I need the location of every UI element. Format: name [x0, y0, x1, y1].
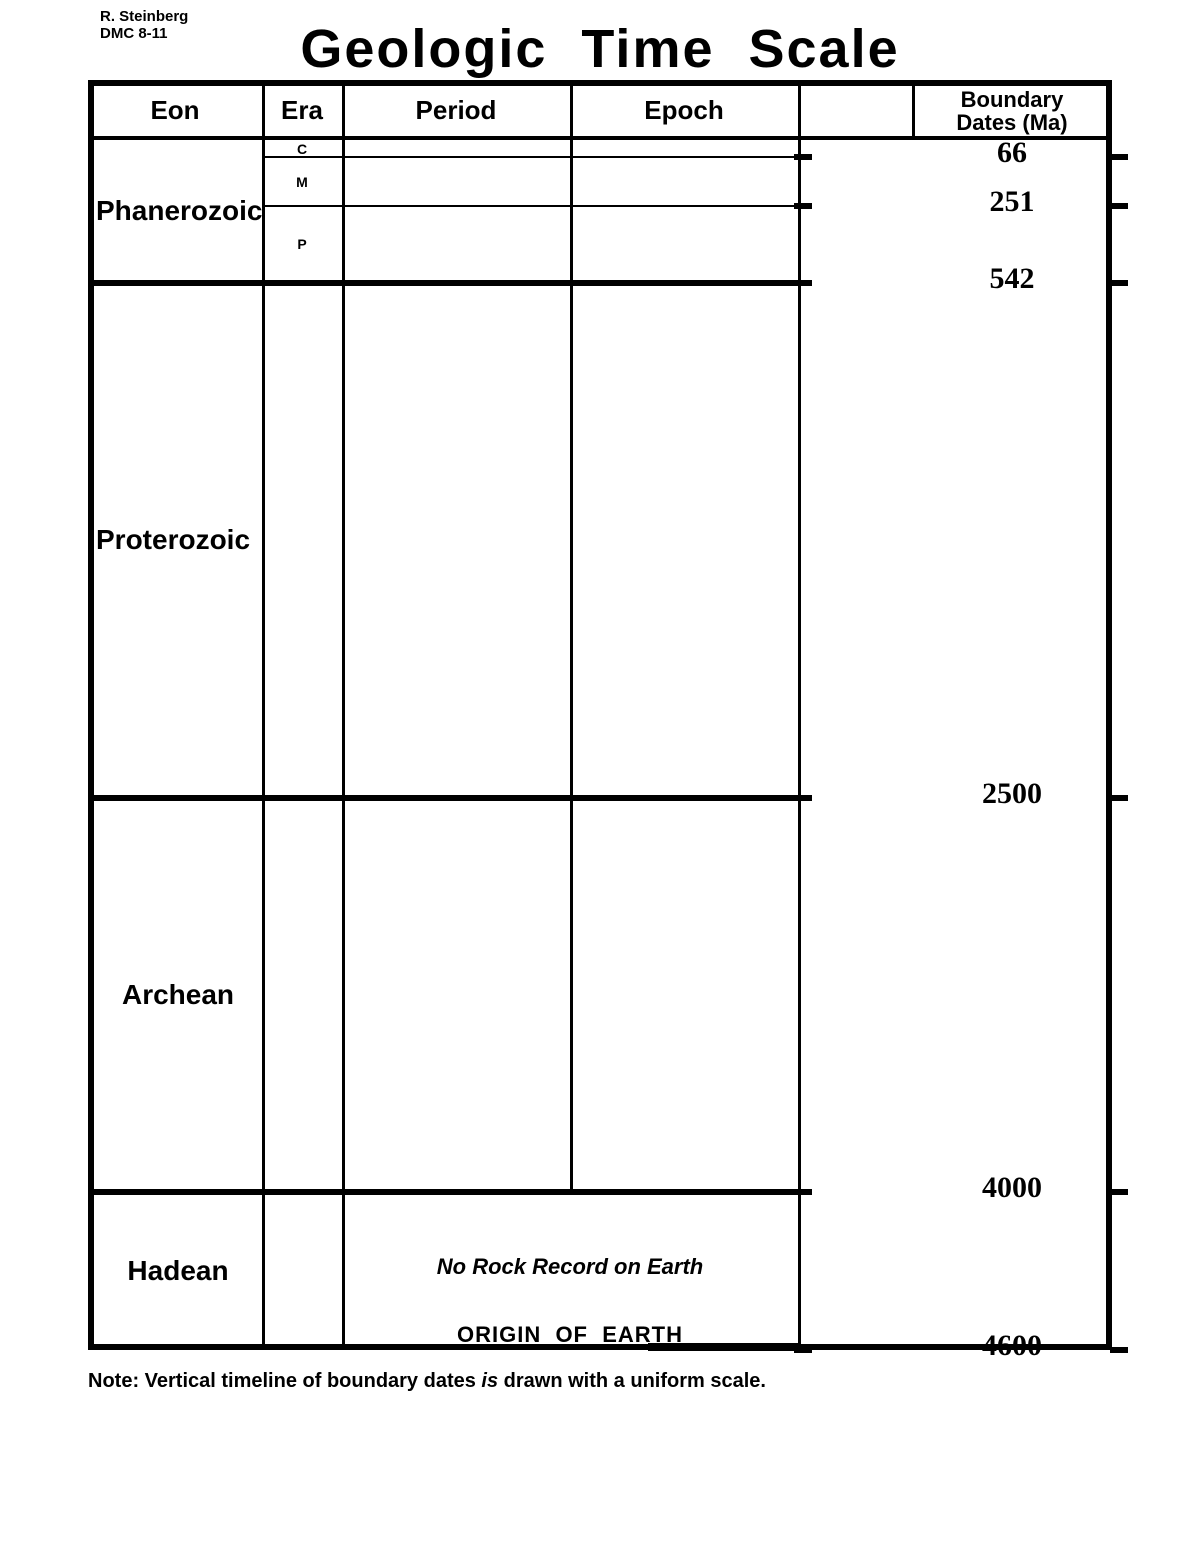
date-tick: [794, 154, 812, 160]
header-era: Era: [262, 86, 342, 136]
boundary-date: 251: [912, 185, 1112, 219]
header-period: Period: [342, 86, 570, 136]
note-prefix: Note: Vertical timeline of boundary date…: [88, 1370, 481, 1392]
date-tick-right: [1110, 1347, 1128, 1353]
date-tick: [794, 795, 812, 801]
page-title: Geologic Time Scale: [0, 18, 1200, 80]
date-tick: [794, 1189, 812, 1195]
era-boundary-line: [262, 205, 798, 207]
note-italic: is: [481, 1370, 498, 1392]
header-epoch: Epoch: [570, 86, 798, 136]
era-letter-m: M: [262, 157, 342, 206]
boundary-date: 542: [912, 262, 1112, 296]
date-tick-right: [1110, 154, 1128, 160]
boundary-date: 4600: [912, 1329, 1112, 1363]
date-tick-right: [1110, 795, 1128, 801]
date-tick: [794, 280, 812, 286]
note-suffix: drawn with a uniform scale.: [498, 1370, 766, 1392]
eon-label-hadean: Hadean: [96, 1192, 260, 1350]
era-letter-p: P: [262, 206, 342, 283]
date-tick-right: [1110, 1189, 1128, 1195]
eon-label-proterozoic: Proterozoic: [96, 283, 260, 798]
header-dates: BoundaryDates (Ma): [912, 86, 1112, 136]
date-tick-right: [1110, 280, 1128, 286]
era-letter-c: C: [262, 140, 342, 157]
frame-left: [88, 80, 94, 1350]
eon-label-phanerozoic: Phanerozoic: [96, 140, 260, 283]
boundary-date: 2500: [912, 777, 1112, 811]
era-boundary-line: [262, 156, 798, 158]
col-divider-period-epoch: [570, 80, 573, 1192]
header-dates-l1: Boundary: [961, 87, 1064, 112]
date-tick: [794, 203, 812, 209]
col-divider-era-period: [342, 80, 345, 1350]
boundary-date: 66: [912, 136, 1112, 170]
footer-note: Note: Vertical timeline of boundary date…: [88, 1370, 766, 1393]
no-rock-record-text: No Rock Record on Earth: [342, 1254, 798, 1280]
date-tick-right: [1110, 203, 1128, 209]
origin-bar: [648, 1343, 798, 1351]
header-dates-l2: Dates (Ma): [956, 110, 1067, 135]
header-eon: Eon: [88, 86, 262, 136]
col-divider-epoch-dates: [798, 80, 801, 1350]
boundary-date: 4000: [912, 1171, 1112, 1205]
eon-label-archean: Archean: [96, 798, 260, 1193]
